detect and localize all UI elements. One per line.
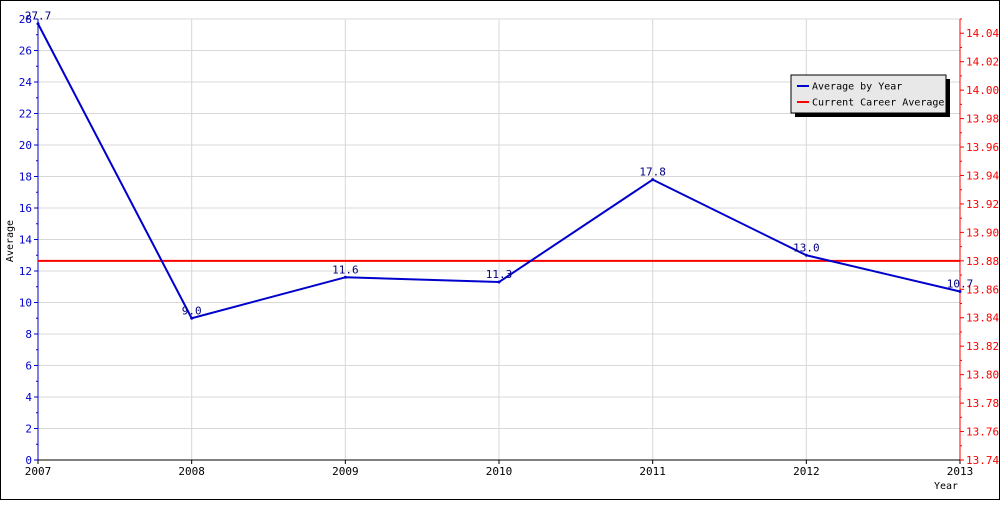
y2-tick-label: 13.80 [966, 369, 999, 382]
x-tick-label: 2011 [639, 465, 666, 478]
y2-tick-label: 14.04 [966, 27, 999, 40]
data-point [343, 275, 347, 279]
y2-tick-label: 13.74 [966, 454, 999, 467]
y-tick-label: 20 [19, 139, 32, 152]
y2-tick-label: 13.88 [966, 255, 999, 268]
data-label: 13.0 [793, 241, 820, 254]
y-tick-label: 18 [19, 171, 32, 184]
data-point [190, 316, 194, 320]
data-label: 11.6 [332, 263, 359, 276]
y2-tick-label: 13.94 [966, 169, 999, 182]
series-layer [36, 22, 962, 320]
x-axis-title: Year [934, 481, 958, 492]
y-tick-label: 4 [25, 391, 32, 404]
y-tick-label: 24 [19, 76, 33, 89]
legend-label-career-average: Current Career Average [812, 98, 944, 109]
legend-label-average-by-year: Average by Year [812, 82, 902, 93]
x-tick-label: 2007 [25, 465, 52, 478]
data-point [958, 289, 962, 293]
y-tick-label: 14 [19, 234, 33, 247]
y-axis-title: Average [5, 220, 16, 262]
y-tick-label: 10 [19, 297, 32, 310]
y-tick-label: 22 [19, 108, 32, 121]
y2-tick-label: 13.92 [966, 198, 999, 211]
x-tick-label: 2009 [332, 465, 359, 478]
x-tick-label: 2012 [793, 465, 820, 478]
data-point [497, 280, 501, 284]
y-tick-label: 2 [25, 423, 32, 436]
legend-box [790, 74, 947, 114]
y2-tick-label: 13.84 [966, 312, 999, 325]
y-tick-label: 16 [19, 202, 32, 215]
y2-tick-label: 14.00 [966, 84, 999, 97]
legend: Average by Year Current Career Average [790, 74, 950, 117]
y-tick-label: 8 [25, 328, 32, 341]
x-tick-label: 2010 [486, 465, 513, 478]
y-tick-label: 12 [19, 265, 32, 278]
data-label: 27.7 [25, 10, 52, 23]
data-point [804, 253, 808, 257]
y2-tick-label: 13.76 [966, 426, 999, 439]
y2-tick-label: 14.02 [966, 56, 999, 69]
y2-tick-label: 13.78 [966, 397, 999, 410]
data-labels: 27.7 9.0 11.6 11.3 17.8 13.0 10.7 [25, 10, 974, 318]
y2-tick-label: 13.96 [966, 141, 999, 154]
y2-tick-label: 13.86 [966, 283, 999, 296]
data-point [36, 22, 40, 26]
y-tick-label: 6 [25, 360, 32, 373]
data-label: 11.3 [486, 268, 513, 281]
data-point [651, 178, 655, 182]
y2-tick-label: 13.82 [966, 340, 999, 353]
y-tick-label: 0 [25, 454, 32, 467]
grid-lines [38, 18, 960, 460]
y-tick-label: 26 [19, 45, 32, 58]
data-label: 17.8 [639, 166, 666, 179]
y2-tick-label: 13.98 [966, 113, 999, 126]
x-tick-label: 2008 [178, 465, 205, 478]
data-label: 9.0 [182, 304, 202, 317]
data-label: 10.7 [947, 277, 974, 290]
y-tick-label: 28 [19, 13, 32, 26]
x-tick-label: 2013 [947, 465, 974, 478]
y2-tick-label: 13.90 [966, 226, 999, 239]
